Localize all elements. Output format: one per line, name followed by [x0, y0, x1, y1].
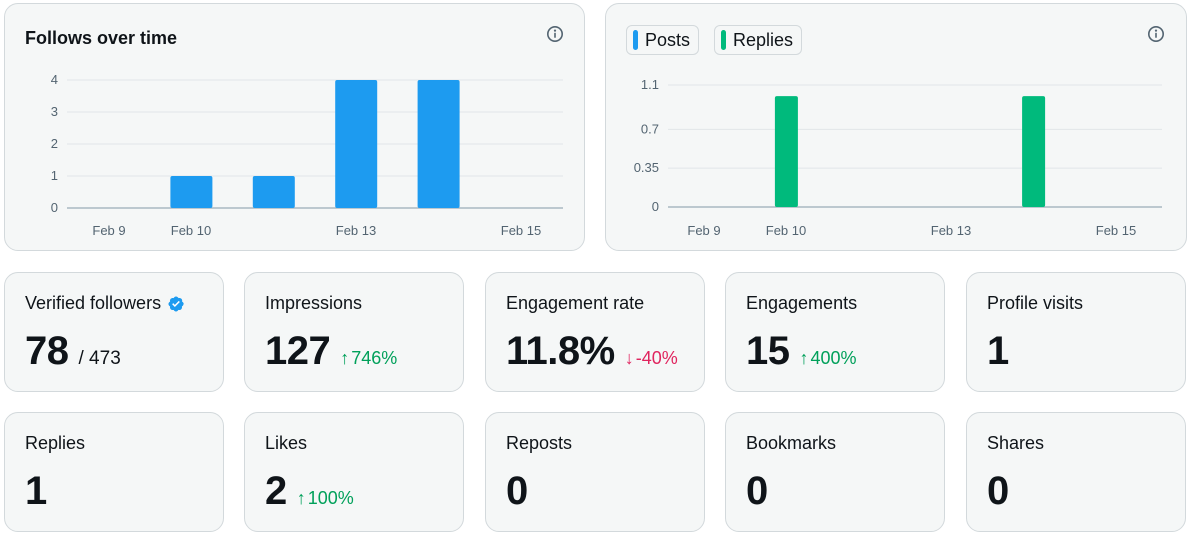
bar-follows — [252, 176, 295, 208]
x-tick-label: Feb 13 — [931, 223, 971, 238]
stat-value: 2 — [265, 469, 287, 513]
posts-replies-bar-chart: 0 0.35 0.7 1.1 Feb 9 Feb 10 Feb 13 Feb 15 — [634, 77, 1162, 238]
stat-value-row: 15 ↑ 400% — [746, 329, 857, 374]
stat-label: Replies — [25, 433, 86, 453]
stat-value: 78 — [25, 329, 69, 373]
stat-label: Verified followers — [25, 293, 185, 314]
stat-change: ↑ 100% — [297, 488, 354, 509]
y-tick-label: 0.35 — [634, 160, 659, 175]
y-tick-label: 0 — [652, 199, 659, 214]
x-tick-label: Feb 10 — [766, 223, 806, 238]
stat-card-likes[interactable]: Likes 2 ↑ 100% — [244, 412, 464, 532]
stat-card-engagement-rate[interactable]: Engagement rate 11.8% ↓ -40% — [485, 272, 705, 392]
stat-value: 1 — [987, 329, 1009, 373]
stat-value: 11.8% — [506, 329, 615, 373]
stat-value-row: 2 ↑ 100% — [265, 469, 354, 514]
stat-value-row: 78 / 473 — [25, 329, 121, 374]
stat-value-row: 11.8% ↓ -40% — [506, 329, 678, 374]
info-icon[interactable] — [1147, 25, 1165, 43]
stat-card-profile-visits[interactable]: Profile visits 1 — [966, 272, 1186, 392]
x-tick-label: Feb 15 — [1096, 223, 1136, 238]
x-tick-label: Feb 9 — [92, 223, 125, 238]
stat-value: 0 — [506, 469, 528, 513]
y-tick-label: 1 — [51, 168, 58, 183]
legend-label: Replies — [733, 29, 794, 50]
verified-badge-icon — [168, 295, 184, 312]
stat-value-row: 0 — [506, 469, 528, 514]
stat-label: Bookmarks — [746, 433, 837, 453]
bar-replies — [1022, 96, 1046, 207]
stat-change-value: 746% — [351, 348, 398, 368]
arrow-up-icon: ↑ — [340, 348, 350, 368]
stat-value: 0 — [987, 469, 1009, 513]
stat-change-value: 100% — [307, 488, 354, 508]
legend-replies[interactable]: Replies — [714, 25, 803, 55]
stat-change: ↑ 746% — [340, 348, 397, 369]
x-tick-label: Feb 10 — [171, 223, 211, 238]
legend-label: Posts — [645, 29, 691, 50]
stat-card-bookmarks[interactable]: Bookmarks 0 — [725, 412, 945, 532]
stat-value: 0 — [746, 469, 768, 513]
posts-replies-chart-card: Posts Replies 0 0.35 0.7 1.1 Feb 9 Feb 10 Feb … — [605, 3, 1187, 251]
stat-label: Likes — [265, 433, 308, 453]
stat-value-row: 1 — [987, 329, 1009, 374]
stat-value: 1 — [25, 469, 47, 513]
arrow-up-icon: ↑ — [296, 488, 306, 508]
info-icon[interactable] — [546, 25, 564, 43]
stat-label: Engagement rate — [506, 293, 645, 313]
y-tick-label: 4 — [51, 72, 58, 87]
y-tick-label: 2 — [51, 136, 58, 151]
stat-label-text: Verified followers — [25, 293, 162, 313]
bar-follows — [170, 176, 213, 208]
legend-posts[interactable]: Posts — [626, 25, 700, 55]
bar-follows — [417, 80, 460, 208]
stat-label: Reposts — [506, 433, 573, 453]
chart-title: Follows over time — [25, 28, 178, 48]
legend-swatch-posts — [633, 30, 638, 50]
stat-card-impressions[interactable]: Impressions 127 ↑ 746% — [244, 272, 464, 392]
bar-follows — [335, 80, 378, 208]
stat-label: Impressions — [265, 293, 363, 313]
stat-value-row: 1 — [25, 469, 47, 514]
x-tick-label: Feb 15 — [501, 223, 541, 238]
stat-label: Engagements — [746, 293, 858, 313]
stat-card-replies[interactable]: Replies 1 — [4, 412, 224, 532]
follows-chart-card: Follows over time 0 1 2 3 4 Feb 9 Feb 10 Feb 13… — [4, 3, 585, 251]
y-tick-label: 0 — [51, 200, 58, 215]
stat-value-row: 0 — [746, 469, 768, 514]
arrow-up-icon: ↑ — [799, 348, 809, 368]
y-tick-label: 3 — [51, 104, 58, 119]
stat-value-row: 127 ↑ 746% — [265, 329, 397, 374]
stat-value-row: 0 — [987, 469, 1009, 514]
stat-change-value: 400% — [810, 348, 857, 368]
stat-card-shares[interactable]: Shares 0 — [966, 412, 1186, 532]
stat-change: ↓ -40% — [625, 348, 678, 369]
follows-bar-chart: 0 1 2 3 4 Feb 9 Feb 10 Feb 13 Feb 15 — [51, 72, 563, 238]
stat-change: ↑ 400% — [800, 348, 857, 369]
stat-card-verified-followers[interactable]: Verified followers 78 / 473 — [4, 272, 224, 392]
x-tick-label: Feb 13 — [336, 223, 376, 238]
y-tick-label: 0.7 — [641, 121, 659, 136]
legend-swatch-replies — [721, 30, 726, 50]
arrow-down-icon: ↓ — [624, 348, 634, 368]
x-tick-label: Feb 9 — [687, 223, 720, 238]
stat-total: / 473 — [78, 348, 121, 369]
stat-value: 15 — [746, 329, 790, 373]
stat-card-reposts[interactable]: Reposts 0 — [485, 412, 705, 532]
y-tick-label: 1.1 — [641, 77, 659, 92]
stat-card-engagements[interactable]: Engagements 15 ↑ 400% — [725, 272, 945, 392]
stat-label: Profile visits — [987, 293, 1084, 313]
stat-value: 127 — [265, 329, 331, 373]
stat-label: Shares — [987, 433, 1045, 453]
bar-replies — [774, 96, 798, 207]
stat-change-value: -40% — [635, 348, 678, 368]
